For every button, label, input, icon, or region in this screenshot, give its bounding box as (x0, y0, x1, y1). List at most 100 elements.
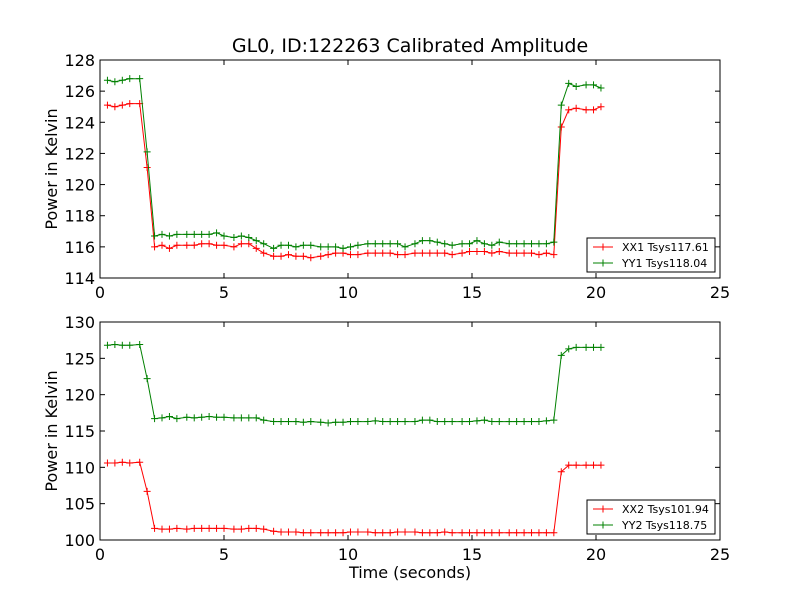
x-axis-label: Time (seconds) (348, 563, 471, 582)
data-point (394, 251, 402, 259)
y-tick-label: 100 (64, 531, 95, 550)
data-point (237, 525, 245, 533)
data-point (441, 418, 449, 426)
data-point (495, 529, 503, 537)
series-2 (103, 341, 605, 427)
data-point (158, 230, 166, 238)
y-tick-label: 110 (64, 458, 95, 477)
data-point (136, 75, 144, 83)
x-tick-label: 25 (710, 283, 730, 302)
data-point (277, 252, 285, 260)
data-point (220, 241, 228, 249)
data-point (371, 240, 379, 248)
data-point (535, 529, 543, 537)
data-point (448, 241, 456, 249)
data-point (550, 251, 558, 259)
data-point (317, 252, 325, 260)
data-point (426, 237, 434, 245)
data-point (550, 238, 558, 246)
data-point (441, 249, 449, 257)
data-point (550, 416, 558, 424)
data-point (158, 525, 166, 533)
y-tick-label: 118 (64, 207, 95, 226)
x-tick-label: 0 (95, 545, 105, 564)
data-point (426, 529, 434, 537)
data-point (448, 251, 456, 259)
data-point (103, 101, 111, 109)
data-point (307, 241, 315, 249)
data-point (136, 341, 144, 349)
series-2 (103, 75, 605, 252)
data-point (401, 243, 409, 251)
data-point (582, 461, 590, 469)
data-point (299, 241, 307, 249)
data-point (190, 241, 198, 249)
data-point (433, 418, 441, 426)
data-point (151, 243, 159, 251)
data-point (528, 240, 536, 248)
data-point (528, 249, 536, 257)
data-point (277, 528, 285, 536)
data-point (520, 529, 528, 537)
data-point (205, 230, 213, 238)
data-point (411, 528, 419, 536)
data-point (458, 249, 466, 257)
data-point (466, 529, 474, 537)
data-point (270, 244, 278, 252)
data-point (505, 249, 513, 257)
data-point (346, 528, 354, 536)
data-point (386, 240, 394, 248)
data-point (136, 458, 144, 466)
data-point (448, 418, 456, 426)
data-point (158, 241, 166, 249)
data-point (401, 418, 409, 426)
legend-marker (599, 505, 607, 513)
data-point (565, 79, 573, 87)
data-point (542, 240, 550, 248)
data-point (332, 418, 340, 426)
data-point (565, 461, 573, 469)
data-point (386, 249, 394, 257)
y-tick-label: 126 (64, 82, 95, 101)
data-point (466, 240, 474, 248)
data-point (418, 529, 426, 537)
data-point (332, 243, 340, 251)
data-point (213, 413, 221, 421)
data-point (118, 341, 126, 349)
subplot-1: 0 5 10 15 20 25 114 116 118 120 122 124 126 128 Power … (42, 51, 730, 302)
data-point (354, 528, 362, 536)
data-point (473, 417, 481, 425)
legend-box (586, 499, 716, 535)
data-point (505, 240, 513, 248)
data-point (299, 418, 307, 426)
legend: XX2 Tsys101.94 YY2 Tsys118.75 (586, 499, 716, 535)
data-point (535, 240, 543, 248)
data-point (535, 418, 543, 426)
data-point (284, 418, 292, 426)
data-point (260, 416, 268, 424)
data-point (165, 244, 173, 252)
data-point (307, 529, 315, 537)
x-tick-label: 15 (462, 283, 482, 302)
data-point (513, 529, 521, 537)
data-point (557, 123, 565, 131)
data-point (411, 240, 419, 248)
data-point (513, 418, 521, 426)
data-point (183, 241, 191, 249)
plot-frame (99, 59, 721, 279)
data-point (488, 249, 496, 257)
data-point (339, 244, 347, 252)
data-point (394, 240, 402, 248)
data-point (346, 243, 354, 251)
data-point (307, 418, 315, 426)
data-point (505, 529, 513, 537)
legend-marker (599, 521, 607, 529)
data-point (220, 232, 228, 240)
legend-label: YY2 Tsys118.75 (621, 519, 707, 532)
data-point (213, 241, 221, 249)
data-point (245, 524, 253, 532)
data-point (252, 524, 260, 532)
data-point (572, 461, 580, 469)
data-point (371, 529, 379, 537)
series-line (107, 461, 601, 534)
